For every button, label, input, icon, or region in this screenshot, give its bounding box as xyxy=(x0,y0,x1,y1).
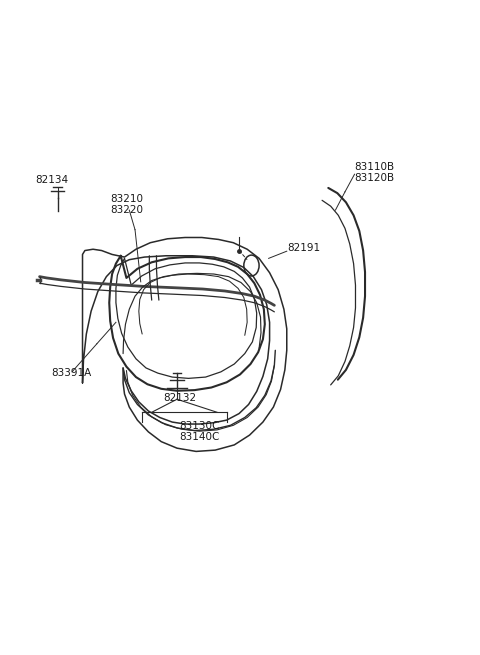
Text: 82191: 82191 xyxy=(287,243,320,253)
Text: 83130C: 83130C xyxy=(179,421,219,430)
Text: 82134: 82134 xyxy=(36,175,69,185)
Text: 83391A: 83391A xyxy=(51,368,92,379)
Text: 83220: 83220 xyxy=(110,206,143,215)
Text: 83120B: 83120B xyxy=(355,173,395,183)
Text: 83210: 83210 xyxy=(110,195,143,204)
Text: 83140C: 83140C xyxy=(179,432,219,441)
Text: 82132: 82132 xyxy=(164,392,197,403)
Text: 83110B: 83110B xyxy=(355,162,395,172)
